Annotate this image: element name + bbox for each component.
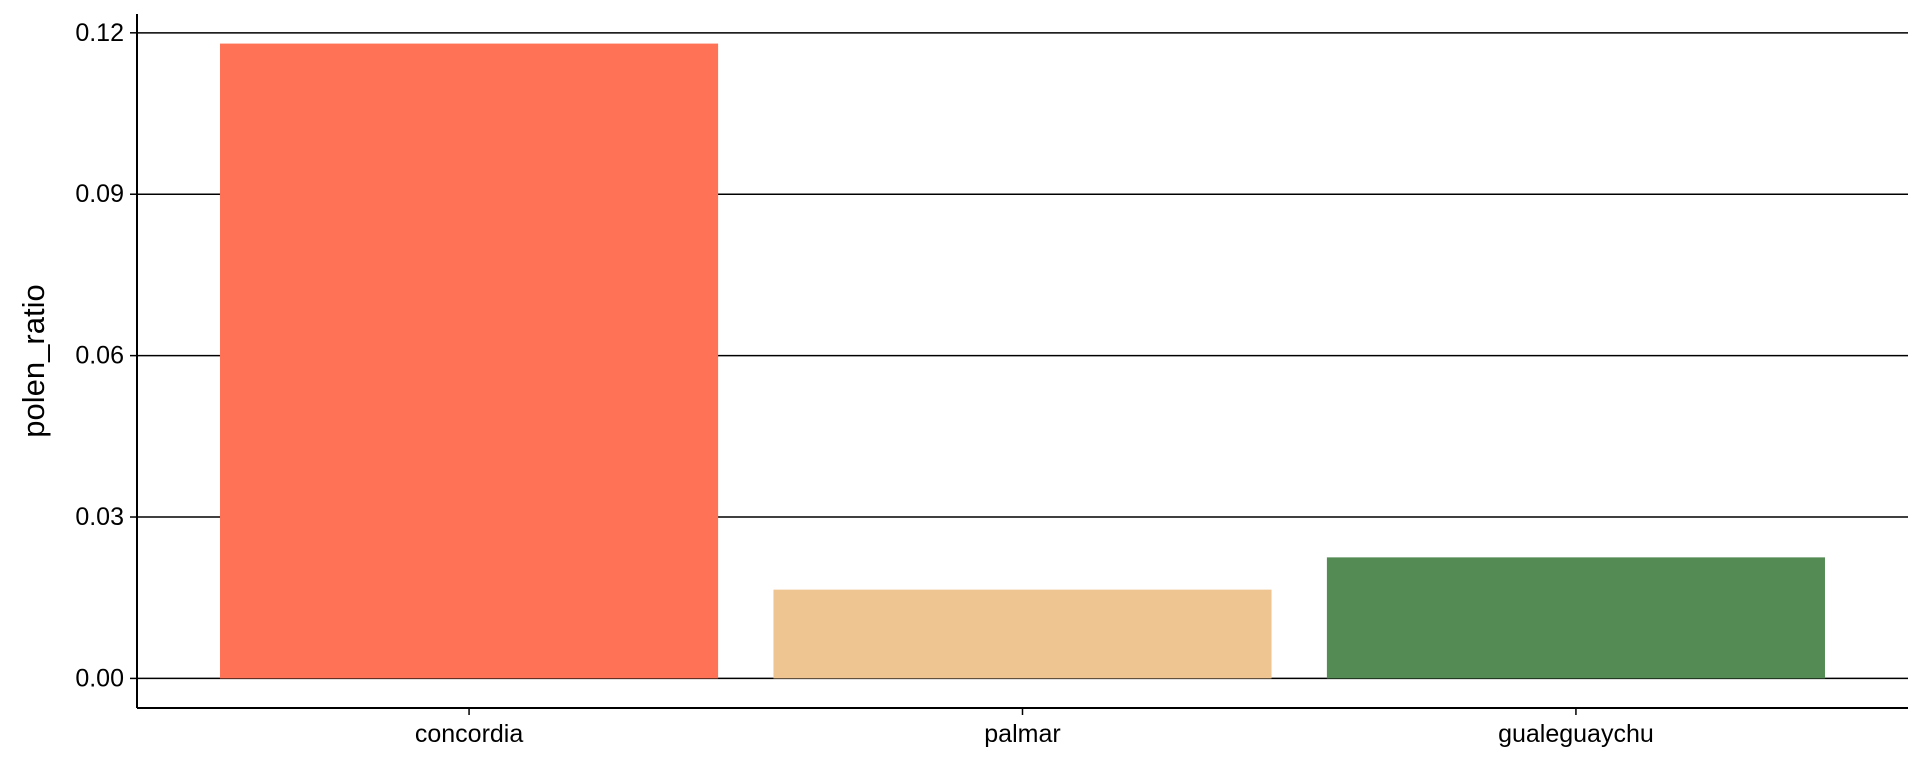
y-tick-label: 0.12 xyxy=(75,19,124,47)
x-tick-label: concordia xyxy=(415,720,523,748)
y-tick-label: 0.06 xyxy=(75,342,124,370)
bars xyxy=(220,43,1825,679)
x-tick-label: palmar xyxy=(984,720,1060,748)
bar-palmar xyxy=(773,589,1272,679)
bar-concordia xyxy=(220,43,719,679)
bar-gualeguaychu xyxy=(1326,557,1825,679)
y-tick-label: 0.00 xyxy=(75,664,124,692)
x-tick-label: gualeguaychu xyxy=(1498,720,1654,748)
x-ticks: concordia palmar gualeguaychu xyxy=(415,708,1654,748)
y-tick-label: 0.03 xyxy=(75,503,124,531)
y-tick-label: 0.09 xyxy=(75,180,124,208)
y-axis-title: polen_ratio xyxy=(16,284,51,437)
y-ticks: 0.00 0.03 0.06 0.09 0.12 xyxy=(75,19,137,692)
